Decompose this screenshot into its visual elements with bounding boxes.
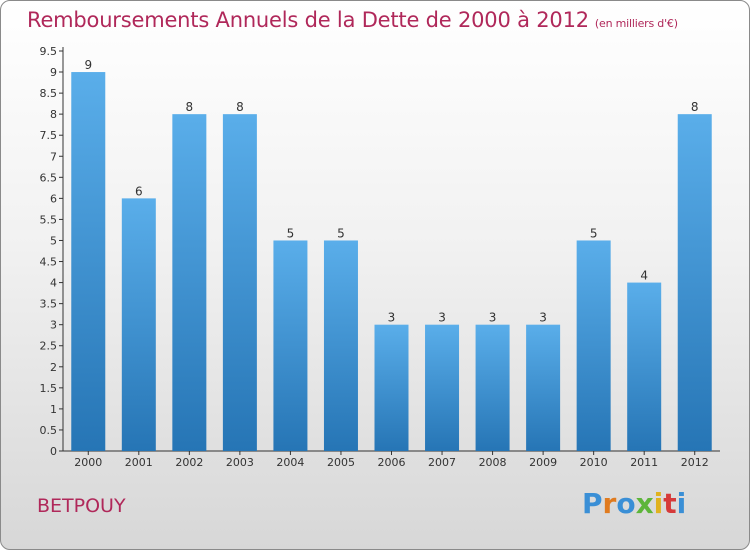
bar <box>374 324 409 451</box>
y-tick-label: 8.5 <box>40 87 58 100</box>
x-tick-label: 2000 <box>74 456 102 469</box>
data-label: 5 <box>287 226 295 240</box>
logo-letter: o <box>616 487 636 520</box>
logo-letter: r <box>602 487 617 520</box>
y-tick-label: 3 <box>50 319 57 332</box>
y-tick-label: 5.5 <box>40 213 58 226</box>
x-tick-label: 2001 <box>125 456 153 469</box>
data-label: 8 <box>236 100 244 114</box>
bar <box>121 198 156 451</box>
y-tick-label: 8 <box>50 108 57 121</box>
x-tick-label: 2009 <box>529 456 557 469</box>
bars <box>71 72 712 451</box>
bar <box>475 324 510 451</box>
data-label: 3 <box>489 311 497 325</box>
x-tick-label: 2005 <box>327 456 355 469</box>
y-tick-label: 1 <box>50 403 57 416</box>
bar <box>526 324 561 451</box>
x-tick-label: 2004 <box>276 456 304 469</box>
data-label: 4 <box>640 269 648 283</box>
data-label: 3 <box>438 311 446 325</box>
y-tick-label: 6 <box>50 192 57 205</box>
data-labels: 9 6 8 8 5 5 3 3 3 3 5 4 8 <box>84 58 698 325</box>
x-tick-label: 2003 <box>226 456 254 469</box>
data-label: 5 <box>590 226 598 240</box>
bar <box>172 114 207 451</box>
y-tick-label: 7.5 <box>40 129 58 142</box>
y-tick-label: 9.5 <box>40 45 58 58</box>
logo-letter: P <box>582 487 603 520</box>
x-tick-label: 2012 <box>681 456 709 469</box>
y-tick-label: 0.5 <box>40 424 58 437</box>
x-tick-label: 2006 <box>378 456 406 469</box>
y-tick-label: 2 <box>50 361 57 374</box>
bar <box>627 282 662 451</box>
bar <box>222 114 257 451</box>
x-tick-label: 2007 <box>428 456 456 469</box>
logo-letter: i <box>676 487 687 520</box>
x-tick-label: 2010 <box>580 456 608 469</box>
y-tick-label: 1.5 <box>40 382 58 395</box>
x-tick-label: 2002 <box>175 456 203 469</box>
bar <box>323 240 358 451</box>
data-label: 8 <box>691 100 699 114</box>
y-tick-label: 3.5 <box>40 298 58 311</box>
data-label: 9 <box>84 58 92 72</box>
data-label: 3 <box>539 311 547 325</box>
data-label: 3 <box>388 311 396 325</box>
y-tick-label: 4.5 <box>40 256 58 269</box>
y-tick-label: 0 <box>50 445 57 458</box>
bar <box>71 72 106 451</box>
bar <box>425 324 460 451</box>
y-tick-label: 9 <box>50 66 57 79</box>
chart-title: Remboursements Annuels de la Dette de 20… <box>27 8 678 32</box>
data-label: 8 <box>186 100 194 114</box>
y-tick-label: 7 <box>50 150 57 163</box>
logo-letter: t <box>663 487 677 520</box>
bar <box>576 240 611 451</box>
bar <box>677 114 712 451</box>
data-label: 5 <box>337 226 345 240</box>
y-tick-label: 6.5 <box>40 171 58 184</box>
axes: 0 0.5 1 1.5 2 2.5 3 3.5 4 4.5 5 5.5 6 6.5 7 7.5 8 8.5 9 9.5… <box>40 45 720 469</box>
chart-title-text: Remboursements Annuels de la Dette de 20… <box>27 8 589 32</box>
x-tick-label: 2008 <box>479 456 507 469</box>
logo-letter: i <box>653 487 664 520</box>
y-tick-label: 4 <box>50 277 57 290</box>
proxiti-logo: Proxiti <box>582 487 686 520</box>
y-tick-label: 2.5 <box>40 340 58 353</box>
y-tick-label: 5 <box>50 234 57 247</box>
chart-subtitle: (en milliers d'€) <box>594 17 678 30</box>
commune-name: BETPOUY <box>37 495 126 517</box>
x-tick-label: 2011 <box>630 456 658 469</box>
logo-letter: x <box>635 487 654 520</box>
data-label: 6 <box>135 184 143 198</box>
bar <box>273 240 308 451</box>
